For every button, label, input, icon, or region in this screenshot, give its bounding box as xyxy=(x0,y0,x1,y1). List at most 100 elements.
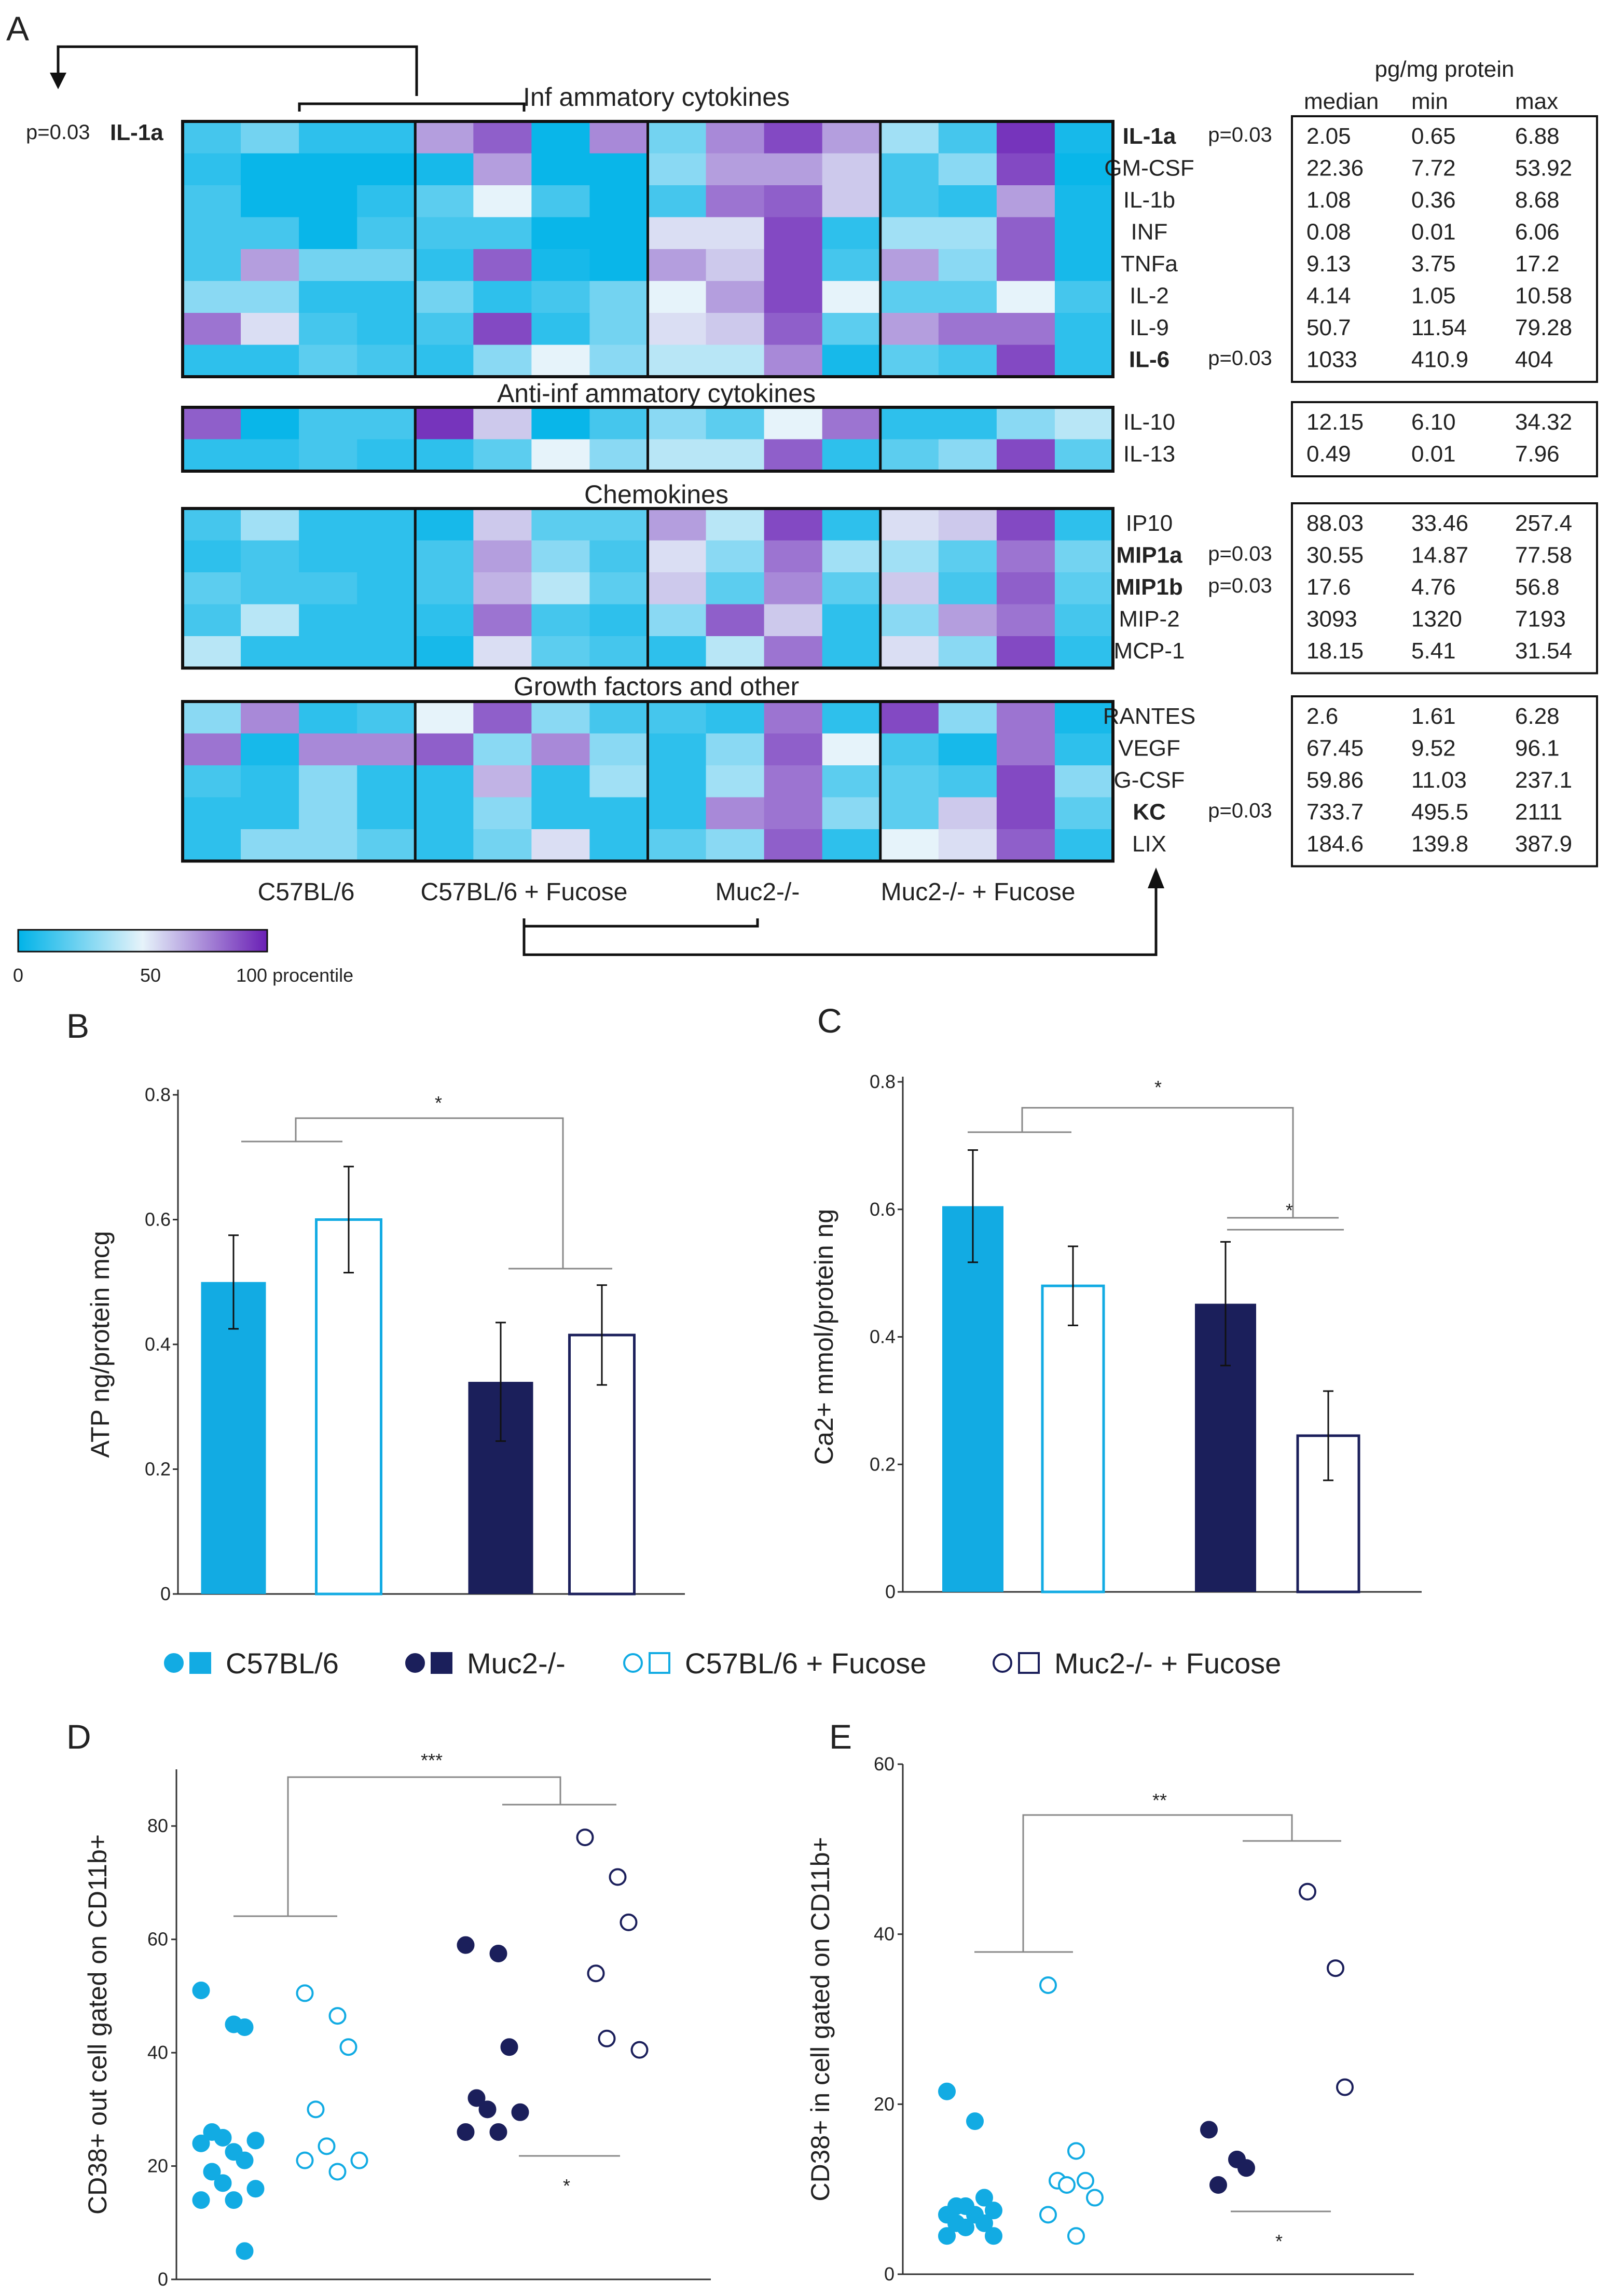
p-value-mip1b: p=0.03 xyxy=(1208,574,1272,597)
heatmap-cell xyxy=(357,345,416,377)
heatmap-cell xyxy=(531,829,590,862)
heatmap-cell xyxy=(996,121,1055,154)
heatmap-cell xyxy=(183,439,241,472)
heatmap-cell xyxy=(1054,313,1113,346)
table-min-mip-2: 1320 xyxy=(1411,607,1462,632)
heatmap-cell xyxy=(938,540,997,573)
heatmap-cell xyxy=(473,345,532,377)
heatmap-cell xyxy=(706,217,765,250)
table-min-rantes: 1.61 xyxy=(1411,704,1456,729)
data-point-c57bl-6-fucose xyxy=(307,2100,325,2119)
table-median-il-6: 1033 xyxy=(1306,347,1357,373)
heatmap-cell xyxy=(183,153,241,186)
heatmap-cell xyxy=(764,439,823,472)
heatmap-cell xyxy=(299,636,357,669)
left-p-value: p=0.03 xyxy=(26,121,90,144)
table-median-il-1b: 1.08 xyxy=(1306,187,1351,213)
heatmap-cell xyxy=(706,281,765,313)
stats-table-box xyxy=(1291,115,1598,383)
heatmap-cell xyxy=(241,508,299,541)
heatmap-cell xyxy=(648,797,707,830)
heatmap-cell xyxy=(938,407,997,440)
legend-square-c57bl-6 xyxy=(189,1652,211,1674)
data-point-c57bl-6-fucose xyxy=(328,2163,347,2181)
heatmap-cell xyxy=(241,345,299,377)
heatmap-cell xyxy=(473,604,532,637)
table-min-il-2: 1.05 xyxy=(1411,283,1456,309)
heatmap-cell xyxy=(531,407,590,440)
heatmap-cell xyxy=(183,345,241,377)
heatmap-cell xyxy=(822,508,881,541)
heatmap-cell xyxy=(764,572,823,605)
table-median-il-1a: 2.05 xyxy=(1306,123,1351,149)
table-max-mip-2: 7193 xyxy=(1515,607,1566,632)
cytokine-label-il-9: IL-9 xyxy=(1130,315,1169,340)
bar-c57bl-6 xyxy=(942,1206,1003,1592)
legend-circle-c57bl-6-fucose xyxy=(623,1653,643,1673)
y-tick-label: 0.8 xyxy=(870,1071,896,1092)
panel-a-heatmap: A Inf ammatory cytokines IL-1a p=0.03 2.05 0.… xyxy=(6,9,1598,986)
group-label-c57bl-6-fucose: C57BL/6 + Fucose xyxy=(421,878,628,906)
heatmap-cell xyxy=(589,249,649,282)
heatmap-cell xyxy=(299,153,357,186)
heatmap-cell xyxy=(589,765,649,798)
heatmap-cell xyxy=(648,439,707,472)
y-tick-label: 60 xyxy=(147,1929,168,1950)
heatmap-cell xyxy=(589,407,649,440)
heatmap-cell xyxy=(357,185,416,218)
data-point-c57bl-6 xyxy=(246,2180,265,2198)
heatmap-cell xyxy=(531,540,590,573)
y-tick-label: 0 xyxy=(158,2268,168,2290)
heatmap-cell xyxy=(299,121,357,154)
heatmap-cell xyxy=(822,281,881,313)
cytokine-label-rantes: RANTES xyxy=(1103,704,1195,729)
cytokine-label-gm-csf: GM-CSF xyxy=(1104,156,1194,181)
heatmap-cell xyxy=(764,733,823,766)
table-median-vegf: 67.45 xyxy=(1306,736,1364,761)
group-label-muc2: Muc2-/- xyxy=(715,878,800,906)
data-point-c57bl-6 xyxy=(192,2191,210,2209)
heatmap-cell xyxy=(241,765,299,798)
data-point-c57bl-6 xyxy=(975,2189,993,2207)
heatmap-cell xyxy=(589,185,649,218)
heatmap-cell xyxy=(938,153,997,186)
panel-letter-e: E xyxy=(829,1717,852,1756)
y-tick-label: 0.6 xyxy=(145,1209,171,1230)
top-arrow-head xyxy=(50,73,66,89)
table-min-vegf: 9.52 xyxy=(1411,736,1456,761)
data-point-muc2 xyxy=(489,2123,507,2141)
heatmap-cell xyxy=(473,733,532,766)
table-median-inf: 0.08 xyxy=(1306,219,1351,245)
significance-star: * xyxy=(563,2175,570,2196)
y-tick-label: 40 xyxy=(147,2042,168,2063)
data-point-c57bl-6 xyxy=(192,1981,210,1999)
cytokine-label-il-1b: IL-1b xyxy=(1123,187,1175,213)
data-point-c57bl-6 xyxy=(938,2082,956,2100)
heatmap-cell xyxy=(299,249,357,282)
table-median-gm-csf: 22.36 xyxy=(1306,156,1364,181)
heatmap-cell xyxy=(241,313,299,346)
heatmap-cell xyxy=(648,604,707,637)
heatmap-cell xyxy=(938,217,997,250)
bar-c57bl-6-fucose xyxy=(315,1218,382,1596)
data-point-muc2-fucose xyxy=(587,1964,605,1983)
data-point-muc2 xyxy=(489,1944,507,1962)
heatmap-cell xyxy=(241,217,299,250)
heatmap-cell xyxy=(299,439,357,472)
heatmap-cell xyxy=(822,540,881,573)
y-tick-label: 0.4 xyxy=(145,1333,171,1355)
heatmap-cell xyxy=(880,636,939,669)
heatmap-cell xyxy=(706,604,765,637)
heatmap-cell xyxy=(764,702,823,734)
heatmap-cell xyxy=(299,829,357,862)
table-title: pg/mg protein xyxy=(1374,57,1514,82)
cytokine-label-mip1b: MIP1b xyxy=(1116,574,1183,600)
heatmap-cell xyxy=(473,765,532,798)
heatmap-cell xyxy=(764,153,823,186)
heatmap-cell xyxy=(299,604,357,637)
table-min-gm-csf: 7.72 xyxy=(1411,156,1456,181)
heatmap-cell xyxy=(764,281,823,313)
heatmap-cell xyxy=(415,604,474,637)
heatmap-cell xyxy=(648,249,707,282)
legend-label-c57bl-6-fucose: C57BL/6 + Fucose xyxy=(685,1647,926,1680)
